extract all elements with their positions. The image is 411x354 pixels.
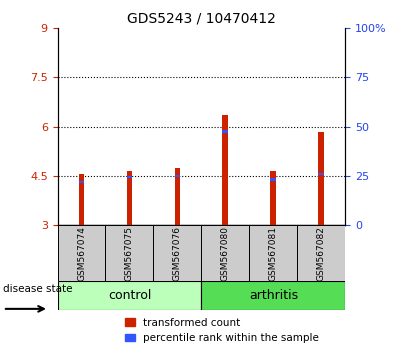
- Legend: transformed count, percentile rank within the sample: transformed count, percentile rank withi…: [121, 314, 323, 347]
- Bar: [270, 178, 276, 181]
- Bar: [222, 130, 228, 133]
- Text: arthritis: arthritis: [249, 289, 298, 302]
- Bar: [153, 225, 201, 281]
- Text: GSM567082: GSM567082: [317, 225, 326, 281]
- Bar: [79, 181, 84, 183]
- Title: GDS5243 / 10470412: GDS5243 / 10470412: [127, 12, 276, 26]
- Bar: [79, 174, 84, 225]
- Text: GSM567080: GSM567080: [221, 225, 230, 281]
- Text: GSM567076: GSM567076: [173, 225, 182, 281]
- Bar: [58, 225, 106, 281]
- Bar: [175, 175, 180, 177]
- Bar: [127, 171, 132, 225]
- Bar: [319, 173, 324, 175]
- Text: GSM567074: GSM567074: [77, 225, 86, 281]
- Bar: [201, 281, 345, 310]
- Text: GSM567075: GSM567075: [125, 225, 134, 281]
- Text: GSM567081: GSM567081: [269, 225, 278, 281]
- Bar: [297, 225, 345, 281]
- Bar: [319, 132, 324, 225]
- Bar: [127, 176, 132, 178]
- Bar: [175, 169, 180, 225]
- Bar: [222, 115, 228, 225]
- Bar: [201, 225, 249, 281]
- Bar: [270, 171, 276, 225]
- Bar: [249, 225, 297, 281]
- Text: control: control: [108, 289, 151, 302]
- Bar: [58, 281, 201, 310]
- Bar: [106, 225, 153, 281]
- Text: disease state: disease state: [3, 284, 72, 295]
